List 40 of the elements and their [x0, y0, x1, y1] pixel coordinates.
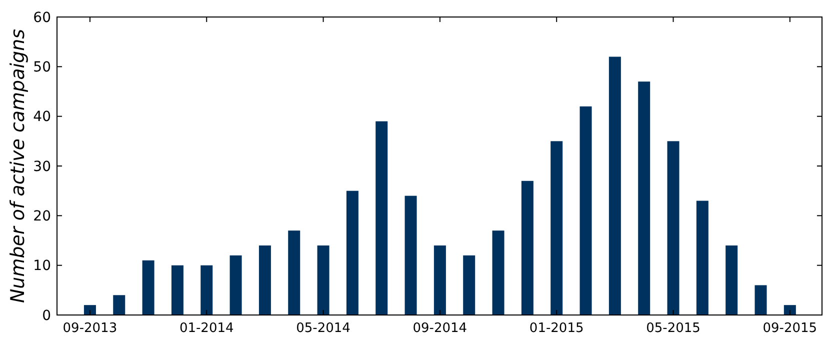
bar: [550, 141, 563, 315]
bar: [113, 295, 126, 315]
bar: [608, 56, 621, 315]
bar: [346, 190, 358, 315]
bar: [726, 245, 738, 315]
x-tick-label: 05-2014: [296, 321, 350, 336]
bar: [696, 200, 708, 315]
x-tick-label: 09-2015: [762, 321, 818, 336]
y-tick-label: 0: [42, 308, 51, 324]
bar: [171, 265, 184, 315]
bar: [288, 230, 300, 315]
bar: [84, 305, 96, 315]
bar: [667, 141, 680, 315]
bar: [463, 255, 476, 315]
y-tick-label: 40: [33, 109, 51, 126]
x-tick-label: 01-2015: [529, 321, 584, 336]
x-tick-label: 05-2015: [646, 321, 700, 336]
x-tick-label: 09-2014: [412, 321, 468, 336]
x-tick-label: 09-2013: [62, 321, 118, 336]
bar: [200, 265, 213, 315]
bar: [521, 180, 534, 315]
bar: [317, 245, 330, 315]
bar: [404, 196, 417, 315]
y-axis-title: Number of active campaigns: [7, 28, 29, 304]
bar: [376, 121, 388, 315]
y-tick-label: 60: [33, 10, 51, 26]
bar: [638, 82, 650, 315]
bar: [258, 245, 271, 315]
y-tick-label: 20: [33, 208, 51, 225]
bar: [754, 285, 767, 315]
bar: [784, 305, 796, 315]
bar: [142, 260, 154, 315]
y-tick-label: 30: [33, 158, 51, 175]
x-tick-label: 01-2014: [179, 321, 234, 336]
bar: [492, 230, 504, 315]
bar: [434, 245, 446, 315]
y-tick-label: 10: [33, 258, 51, 274]
bar: [230, 255, 242, 315]
bar: [580, 106, 592, 315]
y-tick-label: 50: [33, 60, 51, 76]
